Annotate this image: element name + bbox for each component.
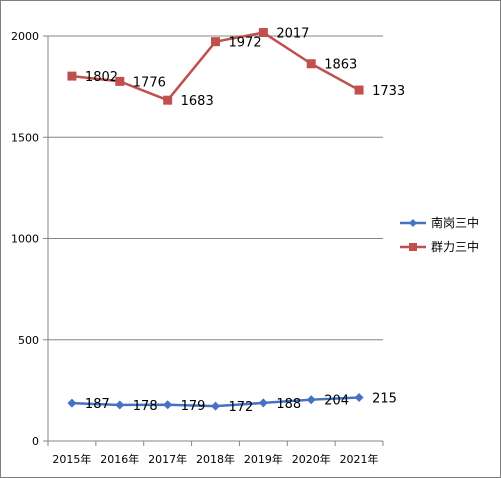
data-label: 1972 [229, 36, 262, 51]
series-1: 187 178 179 172 188 204 215 [67, 391, 397, 415]
y-tick-label: 1500 [11, 131, 39, 144]
data-point [115, 76, 125, 86]
data-label: 188 [276, 397, 301, 412]
y-tick-label: 0 [32, 435, 39, 448]
legend-label: 南岗三中 [431, 215, 479, 230]
data-point [67, 71, 77, 81]
data-label: 187 [85, 397, 110, 412]
legend-item: 南岗三中 [400, 215, 479, 230]
data-point [354, 85, 364, 95]
x-tick-label: 2018年 [196, 452, 235, 466]
legend-label: 群力三中 [431, 239, 479, 254]
data-point [354, 392, 364, 402]
data-label: 215 [372, 391, 397, 406]
legend-marker [409, 243, 417, 251]
data-label: 1733 [372, 84, 405, 99]
series-layer: 187 178 179 172 188 204 215 1802 1776 1683 1972 201… [67, 27, 405, 415]
data-label: 178 [133, 399, 158, 414]
y-tick-label: 500 [18, 334, 39, 347]
data-point [115, 400, 125, 410]
data-label: 1863 [324, 58, 357, 73]
data-label: 1683 [181, 94, 214, 109]
y-tick-label: 1000 [11, 233, 39, 246]
x-tick-label: 2015年 [52, 452, 91, 466]
series-2: 1802 1776 1683 1972 2017 1863 1733 [67, 27, 405, 109]
data-point [163, 400, 173, 410]
data-label: 204 [324, 394, 349, 409]
y-tick-label: 2000 [11, 30, 39, 43]
data-label: 1802 [85, 70, 118, 85]
x-axis-ticks: 2015年 2016年 2017年 2018年 2019年 2020年 2021年 [52, 452, 378, 466]
data-point [306, 59, 316, 69]
data-point [67, 398, 77, 408]
gridlines [48, 35, 383, 341]
x-tick-label: 2017年 [148, 452, 187, 466]
legend-item: 群力三中 [400, 239, 479, 254]
data-point [211, 37, 220, 47]
y-axis-ticks: 0 500 1000 1500 2000 [11, 30, 39, 448]
data-label: 179 [181, 399, 206, 414]
data-point [211, 401, 220, 411]
data-point [163, 95, 173, 105]
x-tick-label: 2020年 [292, 452, 331, 466]
data-label: 172 [229, 400, 254, 415]
data-point [258, 28, 268, 38]
data-label: 1776 [133, 75, 166, 90]
axes [43, 35, 384, 446]
x-tick-label: 2021年 [340, 452, 379, 466]
data-point [258, 398, 268, 408]
data-label: 2017 [276, 27, 309, 42]
x-tick-label: 2019年 [244, 452, 283, 466]
legend-marker [409, 219, 417, 227]
x-tick-label: 2016年 [100, 452, 139, 466]
data-point [306, 395, 316, 405]
